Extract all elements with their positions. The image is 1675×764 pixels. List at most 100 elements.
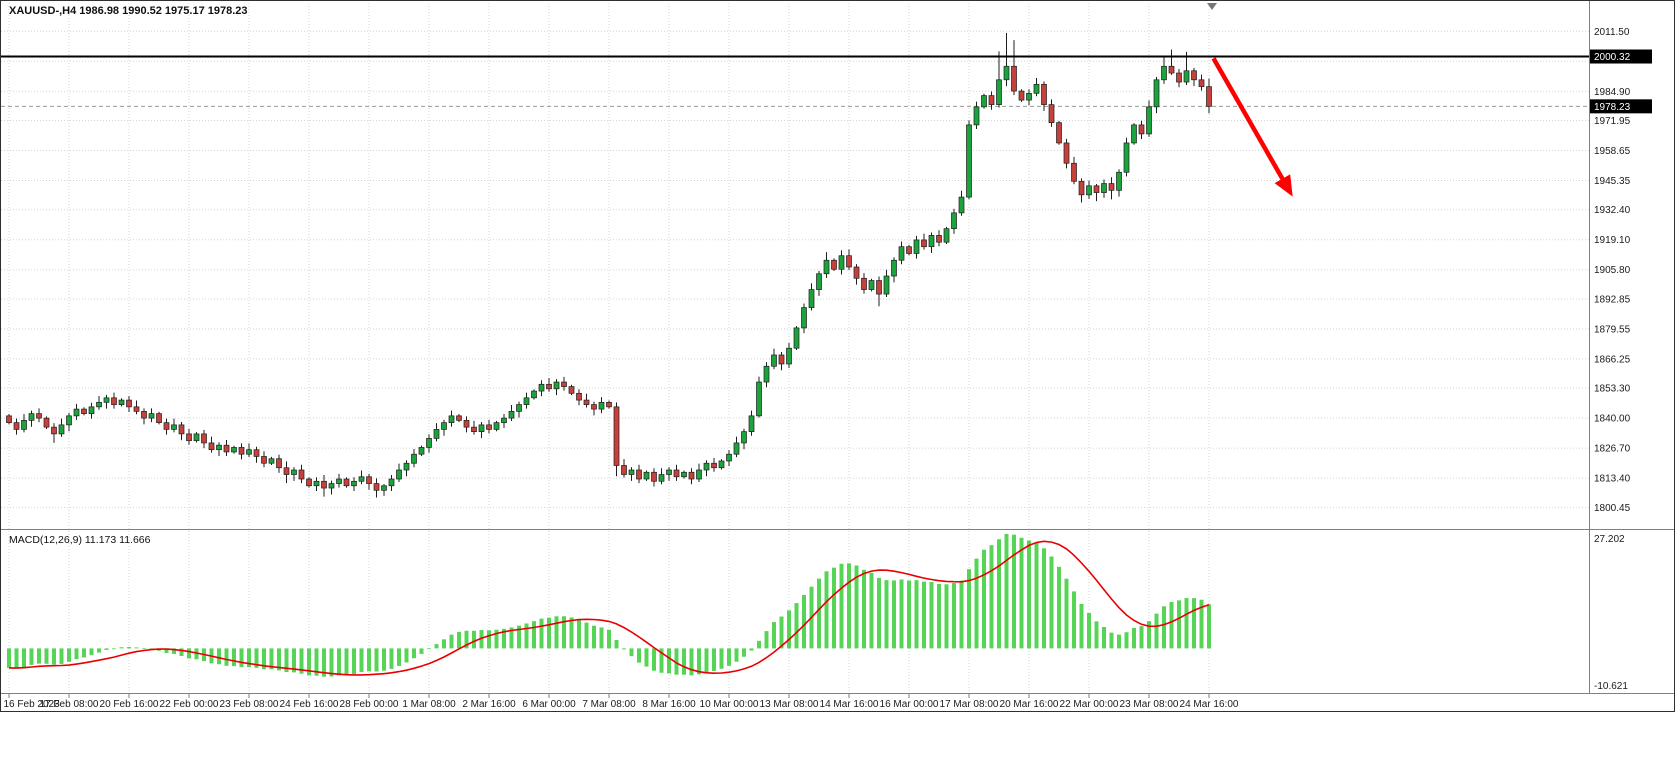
bear-candle bbox=[6, 415, 12, 423]
macd-bar bbox=[892, 580, 896, 649]
bear-candle bbox=[366, 476, 372, 484]
svg-text:17 Mar 08:00: 17 Mar 08:00 bbox=[940, 699, 999, 710]
bear-candle bbox=[373, 483, 380, 491]
macd-bar bbox=[922, 581, 926, 649]
macd-bar bbox=[959, 580, 964, 649]
bull-candle bbox=[426, 438, 432, 448]
macd-bar bbox=[772, 622, 776, 649]
bear-candle bbox=[711, 462, 717, 469]
bull-candle bbox=[681, 471, 687, 478]
macd-bar bbox=[172, 648, 176, 654]
macd-bar bbox=[524, 623, 529, 649]
svg-text:10 Mar 00:00: 10 Mar 00:00 bbox=[700, 699, 759, 710]
macd-bar bbox=[562, 616, 566, 649]
bull-candle bbox=[696, 469, 702, 480]
price-axis-labels[interactable]: 2011.50 1984.90 1971.95 1958.65 1945.35 1932.… bbox=[1594, 27, 1631, 514]
bull-candle bbox=[246, 449, 252, 455]
macd-bar bbox=[839, 563, 844, 649]
macd-bar bbox=[884, 580, 889, 649]
macd-bar bbox=[592, 625, 596, 649]
macd-bar bbox=[569, 617, 574, 649]
bear-candle bbox=[141, 411, 147, 419]
macd-bar bbox=[982, 549, 986, 649]
macd-bar bbox=[509, 627, 514, 649]
bear-candle bbox=[238, 447, 245, 455]
macd-bar bbox=[539, 618, 544, 649]
svg-text:-10.621: -10.621 bbox=[1594, 681, 1628, 692]
bull-candle bbox=[73, 408, 80, 417]
bear-candle bbox=[253, 449, 260, 457]
bull-candle bbox=[291, 469, 297, 475]
bull-candle bbox=[891, 259, 897, 277]
macd-axis-labels[interactable]: 27.202 -10.621 bbox=[1594, 534, 1628, 692]
bull-candle bbox=[733, 442, 740, 455]
bull-candle bbox=[66, 415, 72, 426]
downtrend-arrow[interactable] bbox=[1211, 57, 1293, 197]
macd-bar bbox=[1109, 632, 1114, 649]
macd-bar bbox=[862, 569, 866, 649]
macd-bar bbox=[1094, 621, 1099, 649]
bull-candle bbox=[403, 462, 410, 471]
svg-text:1800.45: 1800.45 bbox=[1594, 503, 1631, 514]
bull-candle bbox=[351, 480, 357, 487]
bull-candle bbox=[21, 420, 27, 430]
bull-candle bbox=[508, 411, 515, 419]
macd-bar bbox=[644, 648, 649, 667]
bear-candle bbox=[156, 413, 162, 423]
bull-candle bbox=[388, 478, 395, 487]
macd-bar bbox=[344, 648, 349, 676]
macd-bar bbox=[517, 625, 521, 649]
macd-bar bbox=[449, 634, 454, 649]
bull-candle bbox=[628, 469, 635, 475]
bull-candle bbox=[763, 365, 770, 383]
macd-bar bbox=[1124, 632, 1129, 649]
macd-bar bbox=[352, 648, 356, 674]
bull-candle bbox=[493, 422, 500, 430]
macd-bar bbox=[952, 583, 956, 649]
bull-candle bbox=[883, 275, 890, 295]
candlestick-series bbox=[6, 32, 1212, 498]
macd-bar bbox=[262, 648, 266, 670]
bear-candle bbox=[688, 471, 695, 480]
bull-candle bbox=[328, 483, 335, 489]
bull-candle bbox=[336, 478, 342, 484]
bear-candle bbox=[276, 458, 282, 469]
macd-bar bbox=[269, 648, 274, 670]
macd-bar bbox=[314, 648, 319, 676]
macd-bar bbox=[307, 648, 311, 676]
macd-bar bbox=[419, 648, 424, 654]
bear-candle bbox=[606, 401, 612, 408]
bear-candle bbox=[1011, 65, 1017, 92]
bear-candle bbox=[621, 465, 627, 475]
macd-bar bbox=[97, 648, 101, 653]
bear-candle bbox=[778, 354, 785, 365]
bear-candle bbox=[1108, 183, 1115, 191]
bull-candle bbox=[643, 471, 650, 480]
bull-candle bbox=[598, 401, 605, 410]
bull-candle bbox=[358, 476, 365, 482]
bear-candle bbox=[36, 413, 42, 419]
macd-bar bbox=[464, 630, 469, 649]
macd-bar bbox=[127, 646, 131, 649]
macd-bar bbox=[734, 648, 739, 662]
macd-bar bbox=[1162, 606, 1166, 649]
macd-bar bbox=[584, 622, 589, 649]
bear-candle bbox=[1078, 180, 1085, 196]
bear-candle bbox=[561, 381, 567, 387]
bull-candle bbox=[411, 453, 417, 464]
bear-candle bbox=[576, 392, 582, 401]
macd-bar bbox=[224, 648, 229, 666]
pane-separators bbox=[1, 1, 1674, 694]
bear-candle bbox=[568, 386, 575, 394]
macd-bar bbox=[547, 617, 551, 649]
chart-window[interactable]: XAUUSD-,H4 1986.98 1990.52 1975.17 1978.… bbox=[0, 0, 1675, 712]
bull-candle bbox=[748, 415, 755, 433]
macd-bar bbox=[457, 631, 461, 649]
macd-bar bbox=[1057, 566, 1061, 649]
bull-candle bbox=[171, 424, 177, 430]
macd-bar bbox=[22, 648, 26, 668]
bear-candle bbox=[853, 266, 860, 279]
macd-bar bbox=[877, 577, 881, 649]
bull-candle bbox=[726, 453, 732, 462]
